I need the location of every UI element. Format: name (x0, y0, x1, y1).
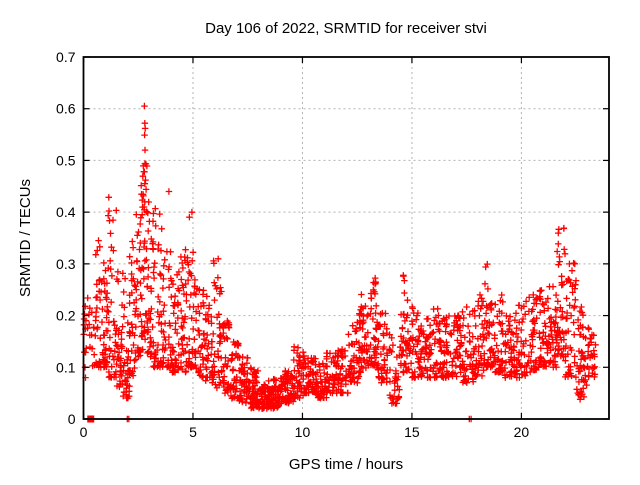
x-tick-label: 5 (189, 424, 197, 440)
y-tick-label: 0.5 (56, 152, 76, 168)
axis-ticks (82, 56, 609, 420)
y-tick-label: 0.6 (56, 101, 76, 117)
data-points (80, 102, 599, 423)
y-axis-label: SRMTID / TECUs (17, 179, 34, 297)
y-tick-label: 0.3 (56, 256, 76, 272)
x-axis-label: GPS time / hours (289, 456, 403, 473)
grid-lines (83, 57, 609, 419)
plot-area-border (82, 56, 610, 420)
x-tick-label: 0 (80, 424, 88, 440)
x-tick-label: 15 (404, 424, 420, 440)
y-tick-label: 0 (68, 411, 76, 427)
scatter-plus-markers (80, 102, 599, 423)
x-tick-label: 20 (514, 424, 530, 440)
y-tick-label: 0.7 (56, 49, 76, 65)
tick-labels: 0 5 10 15 20 0 0.1 0.2 0.3 0.4 0.5 0.6 0.7 (56, 49, 529, 440)
y-tick-label: 0.1 (56, 359, 76, 375)
y-tick-label: 0.2 (56, 308, 76, 324)
x-tick-label: 10 (295, 424, 311, 440)
y-tick-label: 0.4 (56, 204, 76, 220)
chart-title: Day 106 of 2022, SRMTID for receiver stv… (205, 20, 487, 37)
